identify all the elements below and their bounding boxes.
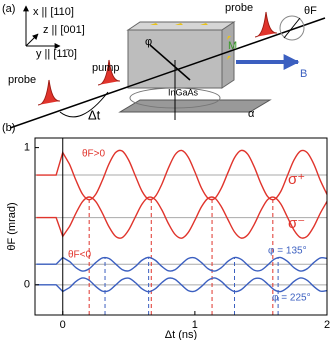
x-tick-label: 0	[60, 319, 66, 331]
probe-pulse	[254, 11, 278, 38]
series-line	[36, 196, 328, 239]
legend-entry: σ⁺	[288, 171, 305, 188]
axes-icon	[23, 5, 61, 49]
label: probe	[225, 2, 253, 14]
annotation: θF<0	[68, 250, 92, 261]
label: Δt	[88, 107, 101, 122]
label: θF	[304, 5, 317, 17]
x-tick-label: 2	[324, 319, 330, 331]
polarization	[149, 44, 191, 81]
y-tick-label: 1	[24, 142, 30, 154]
delay-arc	[59, 91, 109, 118]
legend-entry: φ = 135°	[268, 246, 307, 257]
label: M	[228, 40, 237, 52]
legend-entry: φ = 225°	[272, 293, 311, 304]
panel-label: (b)	[2, 122, 15, 134]
axis-label: x || [110]	[33, 6, 74, 18]
x-axis-label: Δt (ns)	[165, 329, 197, 340]
label: probe	[8, 74, 36, 86]
axis-label: y || [11̄0]	[36, 48, 77, 60]
y-axis-label: θF (mrad)	[6, 202, 18, 250]
beam	[9, 17, 326, 129]
plot-frame	[34, 137, 328, 316]
panel-label: (a)	[2, 3, 15, 15]
label: B	[300, 68, 307, 80]
series-line	[36, 256, 328, 272]
label: InGaAs	[168, 87, 199, 97]
series-line	[36, 277, 328, 293]
y-tick-label: 0	[24, 279, 30, 291]
panel-a: (a) x || [110] z || [001] y || [11̄0] pr…	[2, 2, 326, 129]
polarization	[283, 17, 301, 39]
pump-pulse	[97, 59, 121, 86]
series-line	[36, 149, 328, 201]
spin-arrows	[150, 23, 231, 60]
sample-side	[221, 21, 235, 89]
polarization-circle	[279, 15, 305, 41]
probe-pulse	[37, 79, 61, 106]
x-tick-label: 1	[192, 319, 198, 331]
legend-entry: σ⁻	[288, 215, 305, 232]
label: pump	[92, 62, 120, 74]
axis-label: z || [001]	[43, 24, 85, 36]
annotation: θF>0	[82, 149, 106, 160]
label: α	[248, 108, 255, 120]
label: φ	[145, 36, 152, 48]
stage	[118, 99, 272, 113]
